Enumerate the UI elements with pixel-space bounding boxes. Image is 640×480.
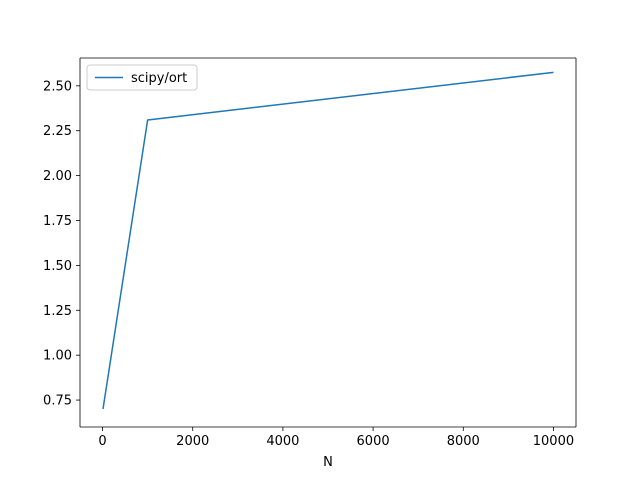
plot-area xyxy=(102,71,554,410)
x-tick-label: 10000 xyxy=(533,434,574,449)
axes: 0 2000 4000 6000 8000 10000 0.75 1.00 1.25 1.50 1.… xyxy=(43,57,577,449)
y-tick-label: 1.25 xyxy=(43,304,72,319)
y-tick-label: 0.75 xyxy=(43,394,72,409)
legend-box xyxy=(86,64,198,91)
x-tick-label: 0 xyxy=(98,434,106,449)
legend: scipy/ort xyxy=(86,64,198,91)
y-tick-label: 2.00 xyxy=(43,169,72,184)
series-line-0 xyxy=(102,71,554,410)
y-tick-label: 2.25 xyxy=(43,124,72,139)
x-axis-label: N xyxy=(323,455,333,470)
x-tick-label: 2000 xyxy=(176,434,209,449)
y-tick-label: 2.50 xyxy=(43,79,72,94)
x-tick-label: 8000 xyxy=(447,434,480,449)
y-tick-label: 1.75 xyxy=(43,214,72,229)
y-tick-label: 1.00 xyxy=(43,349,72,364)
x-tick-label: 6000 xyxy=(357,434,390,449)
y-tick-label: 1.50 xyxy=(43,259,72,274)
x-tick-label: 4000 xyxy=(266,434,299,449)
legend-label: scipy/ort xyxy=(131,71,187,86)
